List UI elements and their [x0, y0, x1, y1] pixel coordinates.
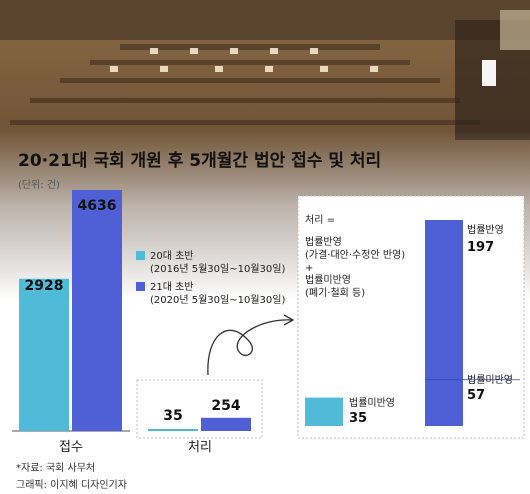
- source-note: *자료: 국회 사무처: [16, 462, 95, 474]
- value-21st-reflected: 197: [467, 240, 494, 255]
- category-received: 접수: [59, 440, 83, 455]
- graphic-credit: 그래픽: 이지혜 디자인기자: [16, 479, 127, 491]
- label-21st-unreflected: 법률미반영: [467, 374, 513, 386]
- bar-processed-21st: [201, 417, 251, 431]
- bar-processed-20th: [148, 429, 198, 431]
- chart-title: 20·21대 국회 개원 후 5개월간 법안 접수 및 처리: [18, 150, 381, 171]
- value-processed-20th: 35: [163, 408, 182, 424]
- legend-period-21st: (2020년 5월30일~10월30일): [150, 294, 285, 306]
- value-received-21st: 4636: [78, 198, 117, 214]
- value-received-20th: 2928: [25, 278, 64, 294]
- definition-line2: (가결·대안·수정안 반영): [305, 249, 405, 261]
- value-20th-unreflected: 35: [349, 411, 367, 426]
- bar-breakdown-21st-reflected: [425, 220, 463, 380]
- legend-swatch-21st: [136, 282, 145, 291]
- bar-received-20th: [19, 278, 69, 431]
- unit-label: (단위: 건): [18, 178, 60, 191]
- definition-line1: 법률반영: [305, 236, 342, 248]
- category-processed: 처리: [188, 440, 212, 455]
- bar-breakdown-21st-unreflected: [425, 379, 463, 426]
- value-processed-21st: 254: [211, 398, 240, 414]
- handled-box-frame: [136, 379, 263, 439]
- legend-label-21st: 21대 초반: [150, 281, 194, 293]
- curly-arrow: [207, 319, 293, 376]
- bar-breakdown-20th-unreflected: [305, 397, 343, 426]
- definition-line3: 법률미반영: [305, 274, 351, 286]
- legend-label-20th: 20대 초반: [150, 250, 194, 262]
- definition-plus: +: [305, 263, 313, 274]
- arrowhead: [283, 314, 295, 326]
- label-21st-reflected: 법률반영: [467, 224, 504, 236]
- legend-period-20th: (2016년 5월30일~10월30일): [150, 263, 285, 275]
- bar-received-21st: [72, 190, 122, 431]
- legend-swatch-20th: [136, 251, 145, 260]
- definition-title: 처리 =: [305, 214, 335, 226]
- definition-line4: (폐기·철회 등): [305, 287, 365, 299]
- label-20th-unreflected: 법률미반영: [349, 397, 395, 409]
- value-21st-unreflected: 57: [467, 388, 485, 403]
